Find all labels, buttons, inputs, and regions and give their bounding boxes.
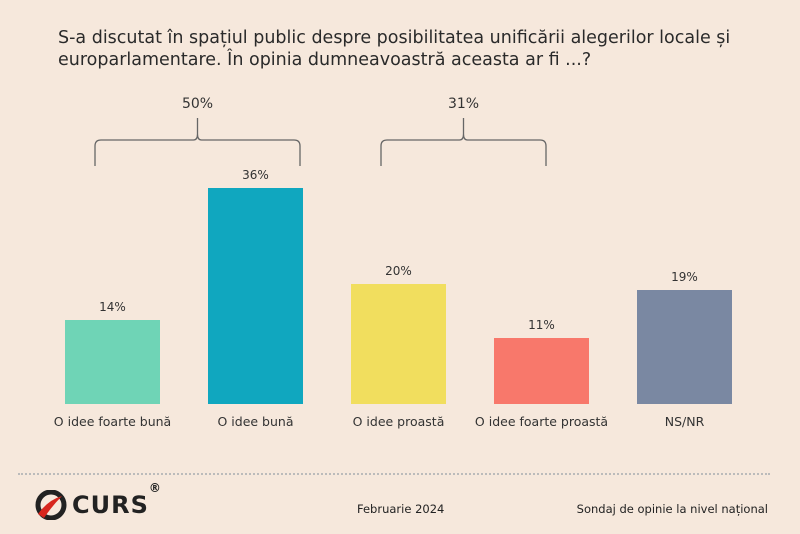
category-label: O idee proastă — [353, 414, 445, 429]
chart-title: S-a discutat în spațiul public despre po… — [58, 28, 731, 70]
category-label: O idee foarte bună — [54, 414, 171, 429]
data-label: 14% — [99, 300, 126, 314]
survey-date: Februarie 2024 — [357, 502, 445, 516]
data-label: 36% — [242, 168, 269, 182]
category-label: NS/NR — [665, 414, 705, 429]
group-bracket — [380, 118, 547, 166]
group-total-label: 50% — [182, 96, 213, 112]
bar-chart: 14% O idee foarte bună 36% O idee bună 20% O … — [54, 96, 732, 429]
bar — [65, 320, 160, 404]
bar — [494, 338, 589, 404]
footer-divider — [18, 473, 770, 475]
survey-source: Sondaj de opinie la nivel național — [576, 502, 768, 516]
bar — [208, 188, 303, 404]
bar — [637, 290, 732, 404]
group-total-label: 31% — [448, 96, 479, 112]
logo: CURS® — [34, 481, 162, 520]
curs-logo-icon — [35, 490, 67, 520]
logo-text: CURS® — [72, 481, 162, 519]
bar — [351, 284, 446, 404]
category-label: O idee bună — [217, 414, 293, 429]
data-label: 11% — [528, 318, 555, 332]
data-label: 19% — [671, 270, 698, 284]
data-label: 20% — [385, 264, 412, 278]
group-bracket — [94, 118, 301, 166]
category-label: O idee foarte proastă — [475, 414, 608, 429]
